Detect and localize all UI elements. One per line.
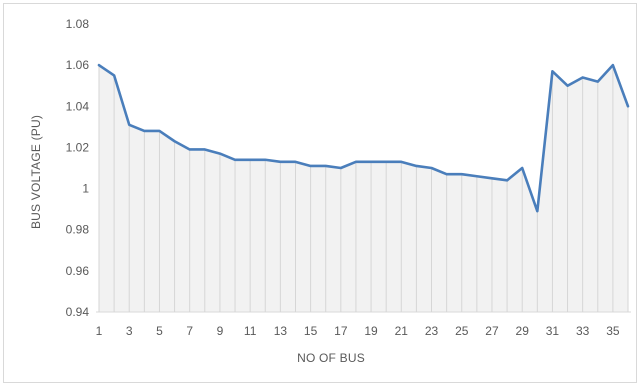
y-tick-label: 0.98: [66, 223, 90, 237]
x-tick-label: 11: [244, 324, 257, 338]
y-tick-label: 1.06: [66, 58, 90, 72]
x-tick-label: 13: [274, 324, 288, 338]
drop-lines: [98, 65, 629, 312]
x-axis-title: NO OF BUS: [297, 351, 365, 365]
series-group: [97, 63, 630, 213]
x-tick-label: 31: [546, 324, 560, 338]
y-tick-label: 1.02: [66, 140, 90, 154]
plot-area: [99, 65, 628, 312]
y-tick-label: 1.04: [66, 99, 90, 113]
chart-frame: 0.94 0.96 0.98 1 1.02 1.04 1.06 1.08 1 3 5 7 9 11 13 1…: [3, 3, 637, 383]
x-tick-label: 7: [186, 324, 193, 338]
x-tick-label: 33: [576, 324, 590, 338]
x-tick-label: 1: [96, 324, 103, 338]
x-tick-labels: 1 3 5 7 9 11 13 15 17 19 21 23 25 27 29 31 33 35: [96, 324, 620, 338]
y-tick-labels: 0.94 0.96 0.98 1 1.02 1.04 1.06 1.08: [66, 17, 90, 319]
x-tick-label: 29: [516, 324, 530, 338]
y-tick-label: 1.08: [66, 17, 90, 31]
area-fill: [99, 65, 628, 312]
y-tick-label: 0.96: [66, 264, 90, 278]
x-tick-label: 25: [455, 324, 469, 338]
x-tick-label: 27: [485, 324, 499, 338]
x-tick-label: 9: [217, 324, 224, 338]
x-tick-label: 35: [606, 324, 620, 338]
x-tick-label: 15: [304, 324, 318, 338]
x-tick-label: 17: [334, 324, 348, 338]
y-tick-label: 0.94: [66, 305, 90, 319]
x-tick-label: 23: [425, 324, 439, 338]
x-tick-label: 21: [395, 324, 409, 338]
y-tick-label: 1: [82, 182, 89, 196]
y-axis-title: BUS VOLTAGE (PU): [29, 115, 43, 229]
series-line: [97, 63, 630, 213]
x-tick-label: 3: [126, 324, 133, 338]
x-tick-label: 5: [156, 324, 163, 338]
x-tick-label: 19: [364, 324, 378, 338]
